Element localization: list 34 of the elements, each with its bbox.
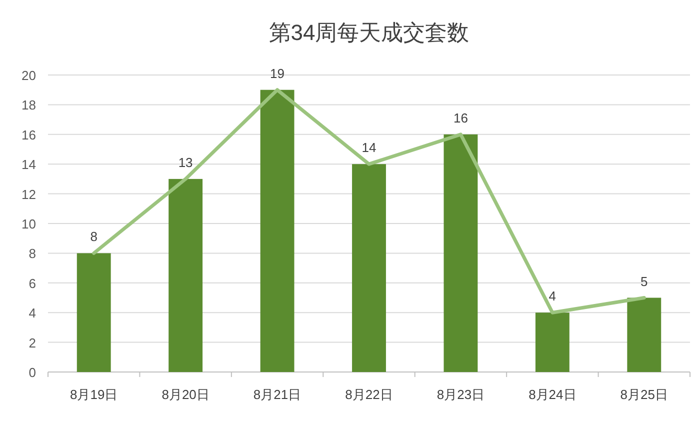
bar (627, 298, 662, 372)
data-label: 5 (640, 274, 648, 289)
y-tick-label: 12 (22, 186, 36, 202)
data-label: 14 (362, 140, 376, 156)
x-tick-label: 8月20日 (162, 387, 210, 402)
y-tick-label: 6 (28, 276, 36, 291)
data-label: 4 (548, 288, 556, 304)
y-tick-label: 2 (28, 335, 36, 350)
y-tick-label: 10 (22, 216, 36, 232)
y-tick-label: 20 (22, 68, 36, 83)
x-tick-label: 8月22日 (345, 387, 393, 402)
bar (76, 253, 111, 372)
data-label: 8 (90, 229, 98, 244)
data-label: 19 (270, 66, 285, 81)
y-tick-label: 8 (28, 246, 36, 262)
y-tick-label: 18 (22, 98, 36, 113)
x-tick-label: 8月25日 (620, 387, 668, 402)
y-tick-label: 14 (22, 157, 36, 172)
data-label: 13 (178, 154, 193, 170)
title: 第34周每天成交套数 (268, 20, 470, 45)
x-tick-label: 8月19日 (70, 387, 118, 402)
y-tick-label: 16 (22, 127, 36, 142)
bar (444, 134, 478, 372)
bar (352, 164, 386, 372)
y-tick-label: 0 (28, 365, 36, 380)
x-tick-label: 8月24日 (528, 387, 576, 402)
data-label: 16 (453, 110, 468, 126)
bar (535, 312, 570, 372)
bar (260, 90, 294, 372)
x-tick-label: 8月23日 (436, 387, 485, 402)
y-tick-label: 4 (28, 306, 36, 321)
line-series (92, 88, 646, 314)
x-tick-label: 8月21日 (253, 387, 302, 402)
bar (168, 178, 203, 372)
